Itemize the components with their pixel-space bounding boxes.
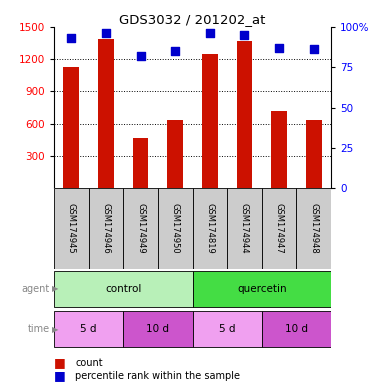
Bar — [133, 137, 148, 188]
Text: agent: agent — [22, 284, 50, 294]
Bar — [123, 188, 158, 269]
Point — [276, 45, 282, 51]
Bar — [54, 311, 123, 348]
Bar — [262, 311, 331, 348]
Text: quercetin: quercetin — [237, 284, 286, 294]
Bar — [262, 188, 296, 269]
Bar — [54, 271, 192, 307]
Bar — [202, 54, 218, 188]
Bar — [271, 111, 287, 188]
Bar — [237, 41, 252, 188]
Point — [103, 30, 109, 36]
Text: ■: ■ — [54, 369, 66, 382]
Text: GSM174947: GSM174947 — [275, 203, 284, 254]
Bar — [167, 121, 183, 188]
Point — [311, 46, 317, 53]
Text: 5 d: 5 d — [219, 324, 235, 334]
Text: percentile rank within the sample: percentile rank within the sample — [75, 371, 240, 381]
Text: GSM174944: GSM174944 — [240, 203, 249, 254]
Title: GDS3032 / 201202_at: GDS3032 / 201202_at — [119, 13, 266, 26]
Text: ■: ■ — [54, 356, 66, 369]
Text: ▶: ▶ — [52, 325, 59, 334]
Bar — [89, 188, 123, 269]
Text: control: control — [105, 284, 141, 294]
Text: GSM174949: GSM174949 — [136, 203, 145, 254]
Text: GSM174946: GSM174946 — [101, 203, 110, 254]
Bar — [306, 121, 321, 188]
Bar — [192, 271, 331, 307]
Text: count: count — [75, 358, 103, 368]
Text: 5 d: 5 d — [80, 324, 97, 334]
Text: GSM174950: GSM174950 — [171, 203, 180, 254]
Text: 10 d: 10 d — [146, 324, 169, 334]
Text: 10 d: 10 d — [285, 324, 308, 334]
Bar — [192, 188, 227, 269]
Point — [68, 35, 74, 41]
Text: GSM174945: GSM174945 — [67, 203, 76, 254]
Point — [241, 32, 248, 38]
Point — [137, 53, 144, 59]
Text: GSM174819: GSM174819 — [205, 203, 214, 254]
Bar — [98, 39, 114, 188]
Text: ▶: ▶ — [52, 285, 59, 293]
Bar — [296, 188, 331, 269]
Point — [172, 48, 178, 54]
Bar — [123, 311, 192, 348]
Text: GSM174948: GSM174948 — [309, 203, 318, 254]
Bar — [158, 188, 192, 269]
Text: time: time — [28, 324, 50, 334]
Bar — [192, 311, 262, 348]
Bar — [54, 188, 89, 269]
Bar — [227, 188, 262, 269]
Point — [207, 30, 213, 36]
Bar — [64, 67, 79, 188]
